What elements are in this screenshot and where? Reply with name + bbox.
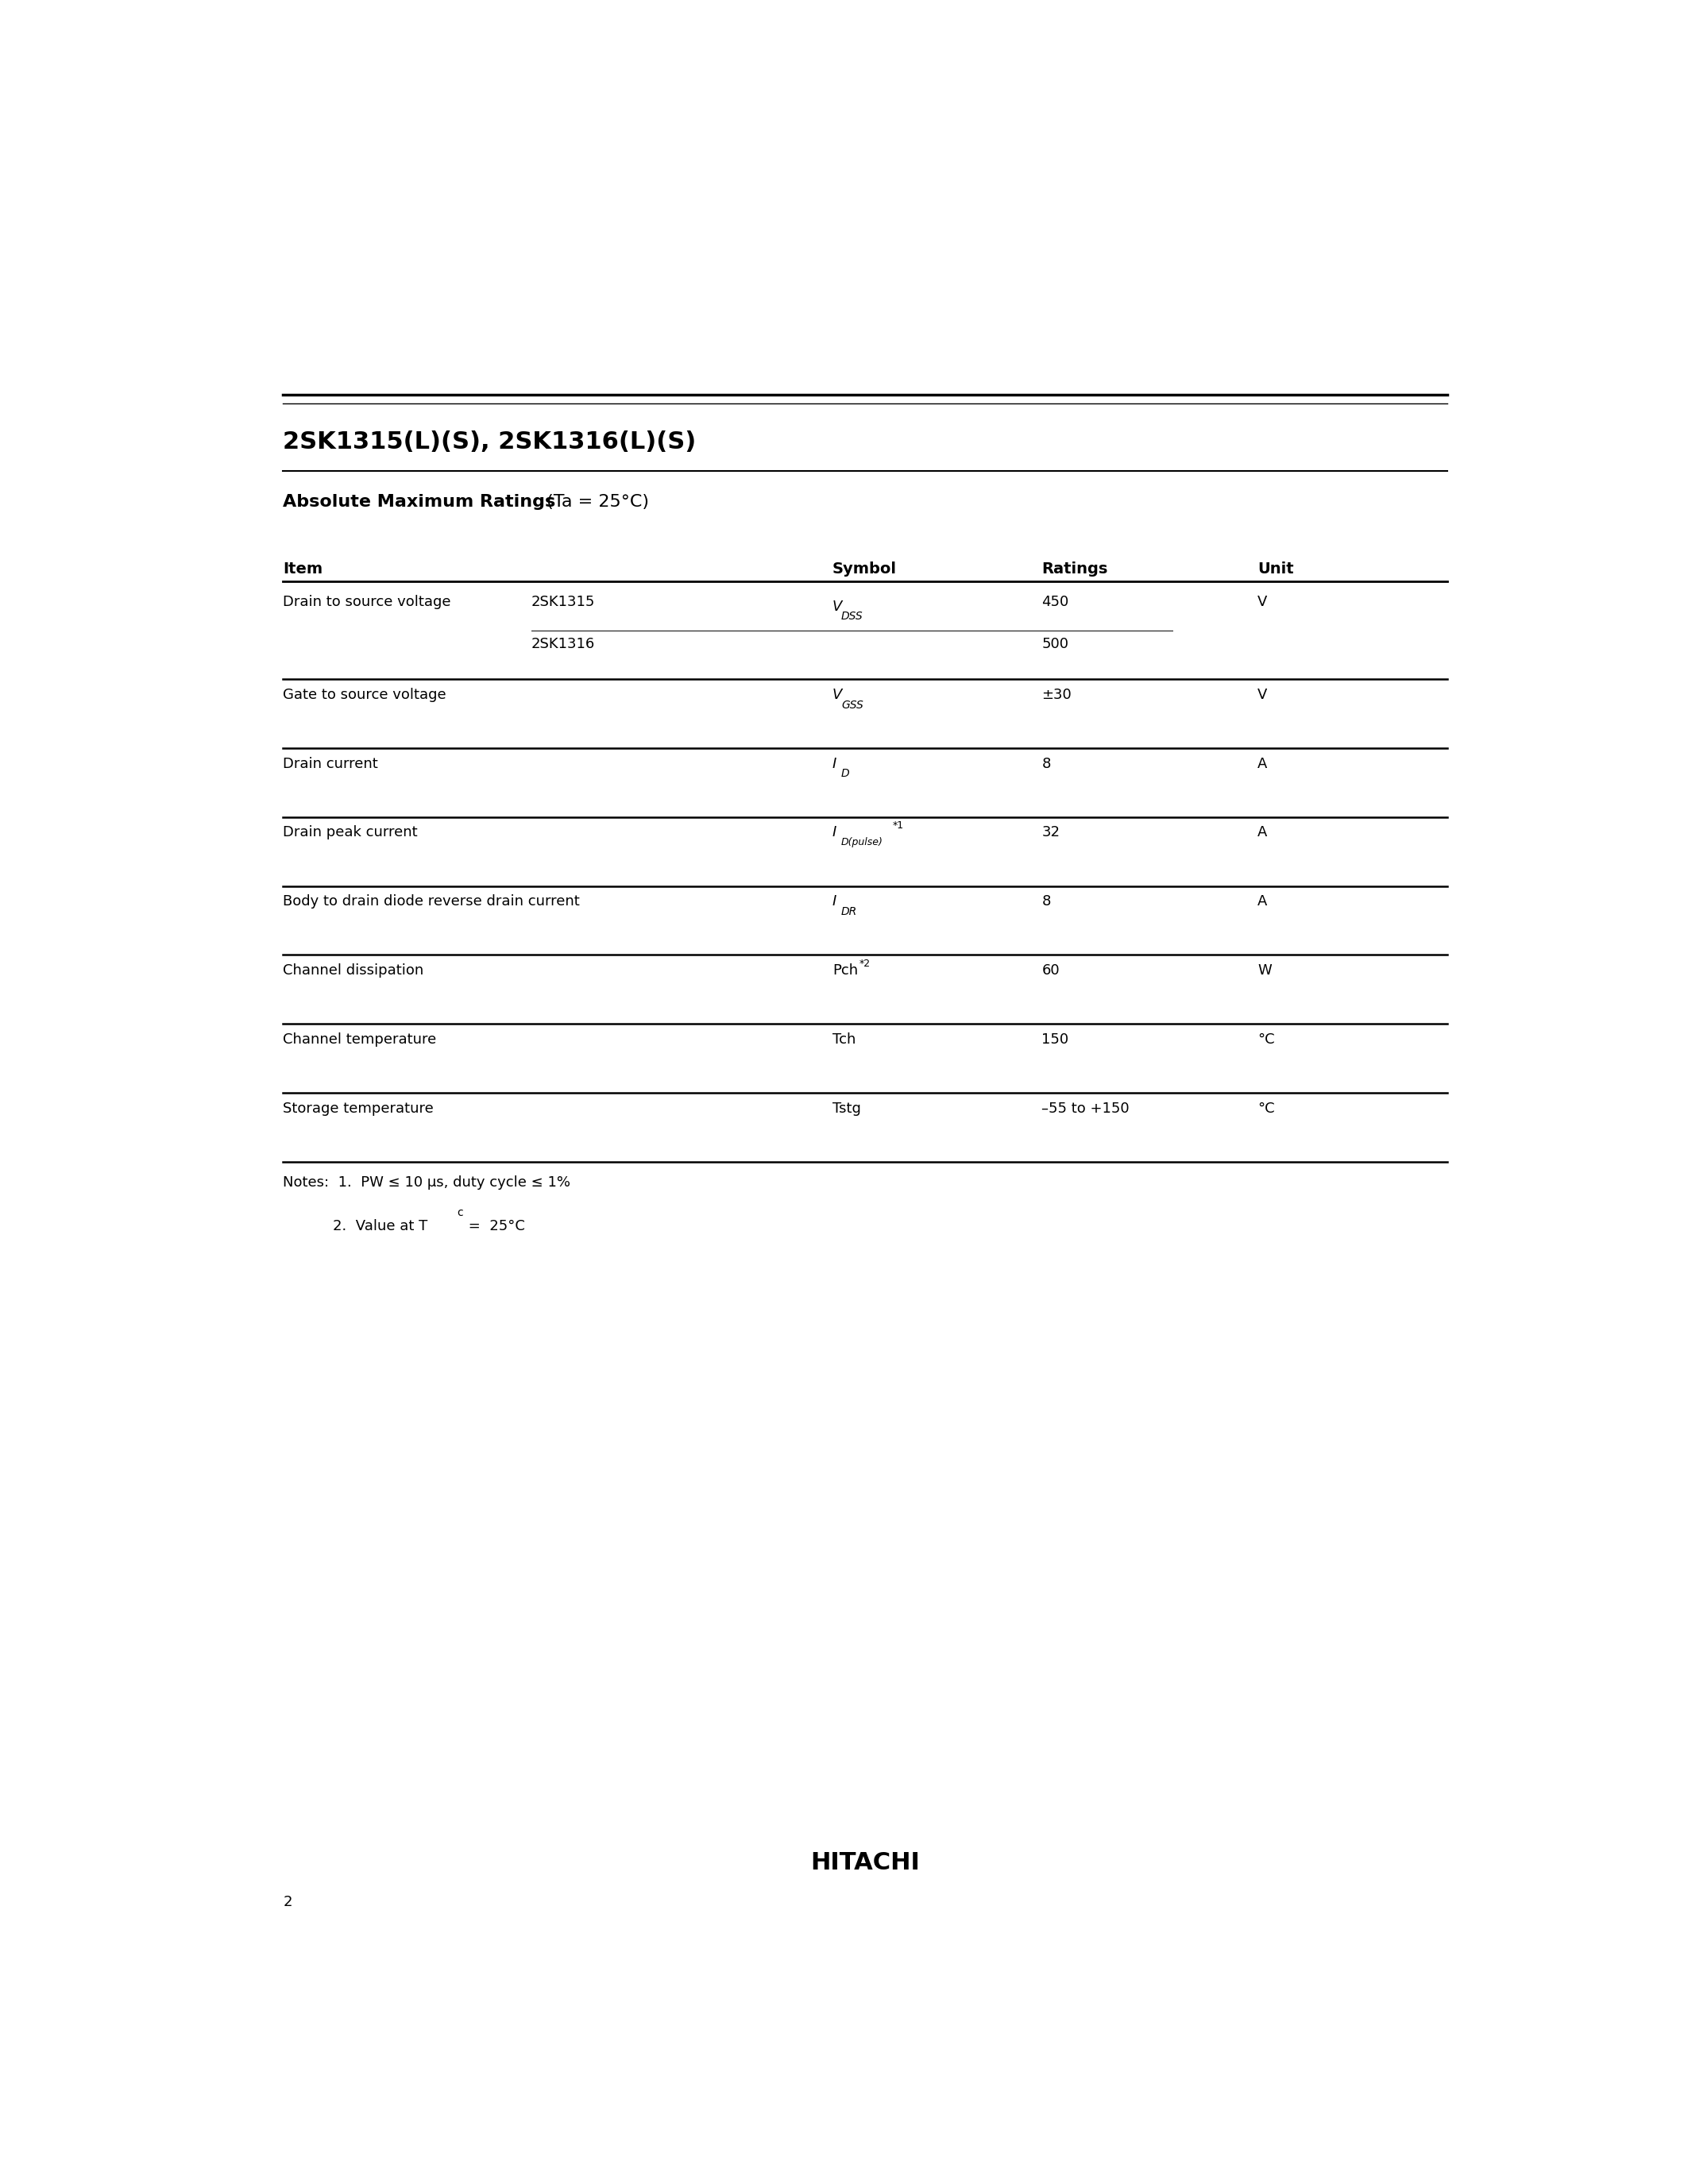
Text: W: W — [1258, 963, 1271, 978]
Text: 60: 60 — [1041, 963, 1060, 978]
Text: Ratings: Ratings — [1041, 561, 1107, 577]
Text: D: D — [841, 769, 849, 780]
Text: DSS: DSS — [841, 612, 863, 622]
Text: 8: 8 — [1041, 895, 1050, 909]
Text: –55 to +150: –55 to +150 — [1041, 1101, 1129, 1116]
Text: Absolute Maximum Ratings: Absolute Maximum Ratings — [284, 494, 555, 511]
Text: V: V — [1258, 688, 1268, 701]
Text: ±30: ±30 — [1041, 688, 1072, 701]
Text: Unit: Unit — [1258, 561, 1293, 577]
Text: Gate to source voltage: Gate to source voltage — [284, 688, 446, 701]
Text: V: V — [832, 688, 842, 701]
Text: D(pulse): D(pulse) — [841, 836, 883, 847]
Text: A: A — [1258, 895, 1268, 909]
Text: I: I — [832, 826, 837, 839]
Text: =  25°C: = 25°C — [464, 1219, 525, 1234]
Text: c: c — [457, 1208, 463, 1219]
Text: Notes:  1.  PW ≤ 10 μs, duty cycle ≤ 1%: Notes: 1. PW ≤ 10 μs, duty cycle ≤ 1% — [284, 1175, 571, 1190]
Text: DR: DR — [841, 906, 858, 917]
Text: Pch: Pch — [832, 963, 858, 978]
Text: A: A — [1258, 826, 1268, 839]
Text: 450: 450 — [1041, 594, 1069, 609]
Text: Channel temperature: Channel temperature — [284, 1033, 437, 1046]
Text: V: V — [1258, 594, 1268, 609]
Text: °C: °C — [1258, 1033, 1274, 1046]
Text: 8: 8 — [1041, 756, 1050, 771]
Text: 500: 500 — [1041, 638, 1069, 651]
Text: 32: 32 — [1041, 826, 1060, 839]
Text: 2.  Value at T: 2. Value at T — [333, 1219, 427, 1234]
Text: Drain peak current: Drain peak current — [284, 826, 417, 839]
Text: Storage temperature: Storage temperature — [284, 1101, 434, 1116]
Text: V: V — [832, 598, 842, 614]
Text: I: I — [832, 895, 837, 909]
Text: *2: *2 — [859, 959, 871, 970]
Text: GSS: GSS — [841, 699, 863, 710]
Text: Channel dissipation: Channel dissipation — [284, 963, 424, 978]
Text: Item: Item — [284, 561, 322, 577]
Text: *1: *1 — [893, 821, 903, 830]
Text: 2SK1315: 2SK1315 — [532, 594, 596, 609]
Text: HITACHI: HITACHI — [810, 1852, 920, 1874]
Text: Tstg: Tstg — [832, 1101, 861, 1116]
Text: Tch: Tch — [832, 1033, 856, 1046]
Text: Drain current: Drain current — [284, 756, 378, 771]
Text: A: A — [1258, 756, 1268, 771]
Text: Drain to source voltage: Drain to source voltage — [284, 594, 451, 609]
Text: 2SK1315(L)(S), 2SK1316(L)(S): 2SK1315(L)(S), 2SK1316(L)(S) — [284, 430, 695, 454]
Text: Body to drain diode reverse drain current: Body to drain diode reverse drain curren… — [284, 895, 581, 909]
Text: 2SK1316: 2SK1316 — [532, 638, 596, 651]
Text: °C: °C — [1258, 1101, 1274, 1116]
Text: 150: 150 — [1041, 1033, 1069, 1046]
Text: I: I — [832, 756, 837, 771]
Text: 2: 2 — [284, 1894, 292, 1909]
Text: Symbol: Symbol — [832, 561, 896, 577]
Text: (Ta = 25°C): (Ta = 25°C) — [540, 494, 648, 511]
